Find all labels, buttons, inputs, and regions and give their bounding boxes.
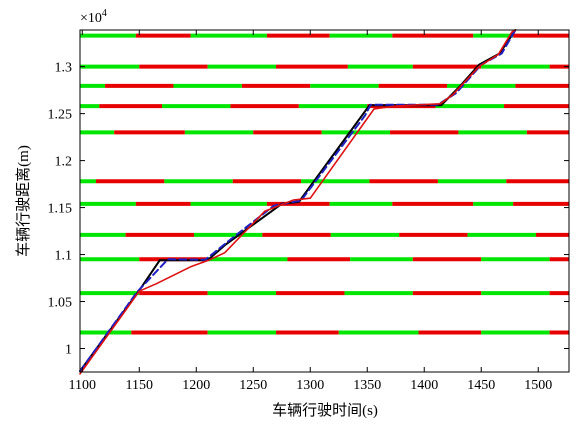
y-tick-label: 1.1 (55, 249, 73, 264)
x-tick-label: 1300 (296, 378, 324, 393)
y-axis-multiplier: ×104 (80, 8, 107, 26)
trajectory-red-solid-line (79, 29, 517, 375)
y-tick-labels: 1 1.05 1.1 1.15 1.2 1.25 1.3 (48, 61, 73, 358)
trajectory-lines (79, 29, 517, 375)
x-tick-label: 1500 (524, 378, 552, 393)
x-tick-label: 1450 (467, 378, 495, 393)
plot-background (80, 30, 569, 372)
x-axis-label: 车辆行驶时间(s) (272, 402, 378, 419)
x-tick-label: 1200 (182, 378, 210, 393)
x-tick-label: 1400 (410, 378, 438, 393)
y-tick-label: 1.25 (48, 108, 73, 123)
y-tick-label: 1.15 (48, 202, 73, 217)
signal-phase-bars (80, 33, 569, 335)
y-tick-label: 1.05 (48, 296, 73, 311)
y-tick-label: 1 (65, 343, 72, 358)
y-multiplier-exponent: 4 (102, 8, 107, 19)
y-tick-label: 1.2 (55, 155, 73, 170)
x-tick-label: 1350 (353, 378, 381, 393)
y-multiplier-base: ×10 (80, 11, 102, 26)
y-tick-label: 1.3 (55, 61, 73, 76)
x-tick-labels: 1100 1150 1200 1250 1300 1350 1400 1450 1500 (69, 378, 553, 393)
x-tick-label: 1250 (239, 378, 267, 393)
x-tick-label: 1100 (69, 378, 96, 393)
y-axis-label: 车辆行驶距离(m) (15, 145, 32, 257)
axis-ticks (80, 30, 569, 372)
x-tick-label: 1150 (126, 378, 153, 393)
plot-frame (79, 29, 570, 373)
